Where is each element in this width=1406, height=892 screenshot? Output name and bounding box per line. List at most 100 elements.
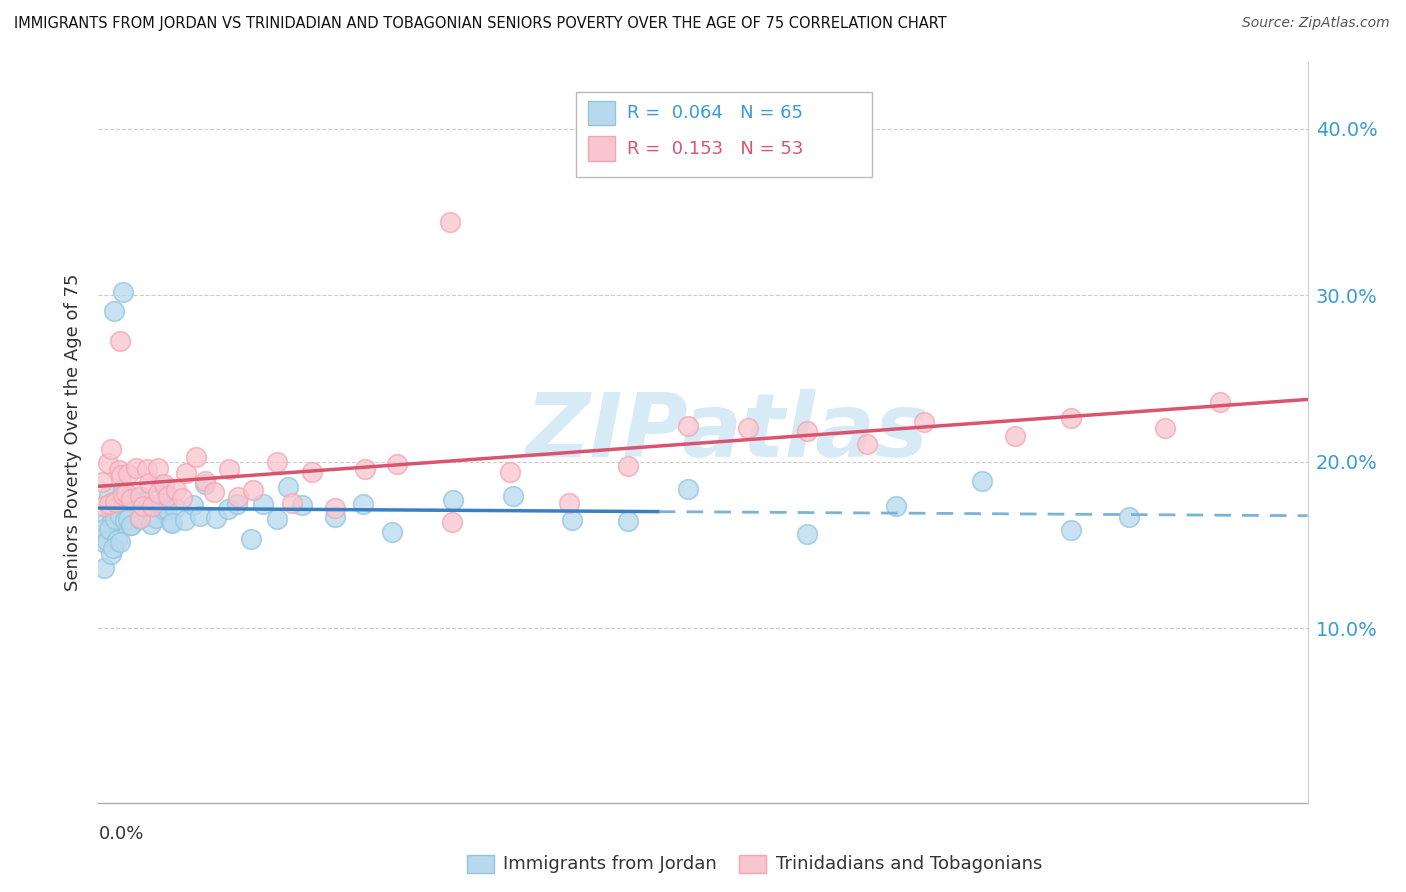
Point [796,527,818,541]
Point [156,489,179,503]
Point [439,215,461,229]
Point [97,456,120,470]
Point [120,492,142,507]
Point [132,495,155,509]
Point [90,475,112,489]
Text: Immigrants from Jordan: Immigrants from Jordan [503,855,717,873]
Point [441,493,464,508]
Point [150,496,173,510]
Point [129,489,152,503]
Point [181,498,204,512]
Point [174,467,197,481]
Point [165,483,187,497]
Text: IMMIGRANTS FROM JORDAN VS TRINIDADIAN AND TOBAGONIAN SENIORS POVERTY OVER THE AG: IMMIGRANTS FROM JORDAN VS TRINIDADIAN AN… [14,16,946,31]
Point [110,334,132,348]
Point [617,514,640,528]
Point [972,475,994,489]
Point [108,463,131,477]
Point [354,462,377,476]
Point [1118,510,1140,524]
Point [153,476,176,491]
Point [886,499,908,513]
Point [94,536,117,550]
Point [205,511,228,525]
Point [129,511,152,525]
Point [135,495,157,509]
Point [110,534,132,549]
Point [1060,523,1083,537]
Point [912,415,935,429]
Point [136,462,159,476]
Point [104,495,127,509]
Point [561,513,583,527]
Point [160,516,183,531]
Point [194,477,217,491]
Point [796,424,818,438]
Point [120,518,142,533]
Point [101,495,124,509]
Point [323,510,346,524]
Bar [467,855,494,873]
Point [139,516,162,531]
Point [165,500,187,515]
Point [1209,394,1232,409]
Point [170,491,193,506]
Point [502,489,524,503]
Point [381,524,404,539]
Point [352,497,374,511]
Point [93,561,115,575]
Point [242,483,264,497]
Text: R =  0.064   N = 65: R = 0.064 N = 65 [627,104,803,122]
Point [226,497,249,511]
Point [440,515,463,529]
Point [1154,421,1177,435]
Point [145,511,167,525]
Point [129,512,152,526]
Point [217,502,239,516]
Point [112,285,135,299]
Point [120,518,142,533]
Point [98,501,121,516]
Point [110,490,132,504]
Point [291,498,314,512]
Point [97,497,120,511]
Point [499,465,522,479]
Bar [588,101,614,126]
Point [146,485,169,500]
Point [125,461,148,475]
Point [194,474,217,488]
Point [239,532,262,546]
Point [139,500,162,514]
Point [159,516,181,530]
Point [132,500,155,514]
Point [152,502,174,516]
Point [277,480,299,494]
Point [94,516,117,530]
Point [617,459,640,474]
Point [104,512,127,526]
Point [93,499,115,513]
Point [100,513,122,527]
Point [676,483,699,497]
Point [105,533,128,547]
Text: ZIPatlas: ZIPatlas [526,389,929,476]
Point [117,467,139,482]
Point [112,488,135,502]
Point [100,548,122,562]
FancyBboxPatch shape [576,92,872,178]
Point [101,514,124,528]
Text: Source: ZipAtlas.com: Source: ZipAtlas.com [1241,16,1389,30]
Point [114,513,136,527]
Point [149,476,172,491]
Text: R =  0.153   N = 53: R = 0.153 N = 53 [627,140,803,158]
Point [1004,429,1026,443]
Point [141,499,163,513]
Point [103,304,125,318]
Point [676,418,699,433]
Point [226,490,249,504]
Point [93,522,115,536]
Point [122,493,145,508]
Point [138,476,160,491]
Point [110,467,132,482]
Point [173,513,195,527]
